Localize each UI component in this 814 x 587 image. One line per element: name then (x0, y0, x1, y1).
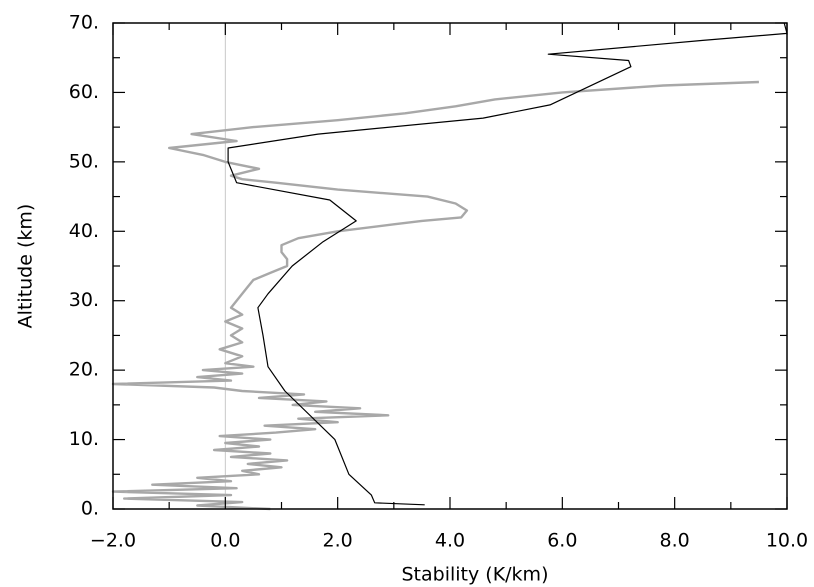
y-axis-title: Altitude (km) (15, 204, 37, 329)
plot-frame (112, 22, 788, 510)
x-tick-label: 6.0 (547, 530, 577, 552)
y-tick-label: 70. (69, 12, 99, 34)
x-tick-label: 2.0 (323, 530, 353, 552)
x-tick-label: −2.0 (90, 530, 136, 552)
y-tick-label: 30. (69, 289, 99, 311)
y-tick-label: 0. (81, 498, 99, 520)
x-tick-label: 10.0 (766, 530, 808, 552)
data-line (111, 80, 759, 511)
data-line (227, 22, 788, 506)
y-tick-label: 20. (69, 359, 99, 381)
y-tick-label: 10. (69, 428, 99, 450)
x-tick-label: 4.0 (435, 530, 465, 552)
x-tick-label: 0.0 (210, 530, 240, 552)
x-axis-title: Stability (K/km) (402, 564, 549, 586)
x-tick-label: 8.0 (660, 530, 690, 552)
y-tick-label: 60. (69, 81, 99, 103)
y-tick-label: 40. (69, 220, 99, 242)
y-tick-label: 50. (69, 150, 99, 172)
